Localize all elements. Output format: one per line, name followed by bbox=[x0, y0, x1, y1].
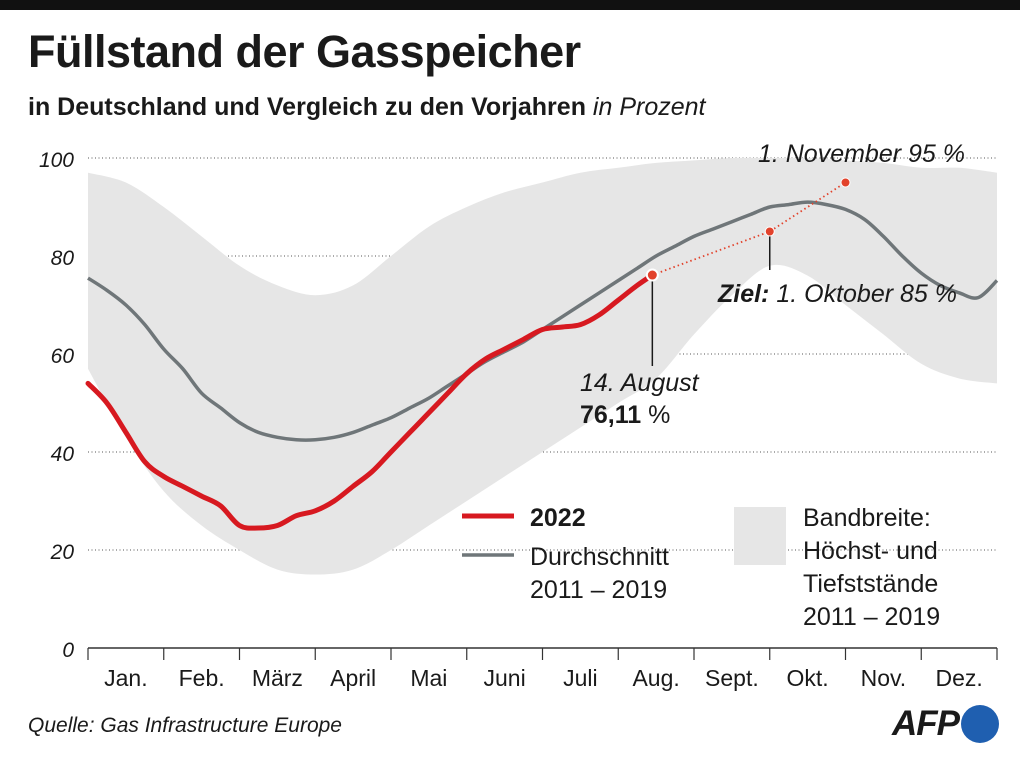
target-october-text: 1. Oktober 85 % bbox=[776, 280, 957, 308]
legend-band-line1: Bandbreite: bbox=[803, 504, 931, 532]
x-tick-label: Juni bbox=[484, 665, 526, 691]
line-2022 bbox=[85, 272, 655, 531]
y-tick-label: 40 bbox=[51, 443, 75, 466]
legend-band-line2: Höchst- und bbox=[803, 537, 938, 565]
legend-band-line3: Tiefststände bbox=[803, 570, 938, 598]
afp-logo-dot bbox=[961, 705, 999, 743]
current-date-label: 14. August bbox=[580, 369, 700, 397]
x-tick-label: Juli bbox=[563, 665, 598, 691]
target-point bbox=[645, 268, 659, 282]
x-tick-label: März bbox=[252, 665, 303, 691]
x-tick-label: Mai bbox=[410, 665, 447, 691]
target-line bbox=[651, 181, 846, 276]
legend-2022-label: 2022 bbox=[530, 504, 586, 532]
legend-average-line1: Durchschnitt bbox=[530, 543, 669, 571]
chart-subtitle: in Deutschland und Vergleich zu den Vorj… bbox=[28, 93, 705, 122]
current-value-label: 76,11 % bbox=[580, 401, 670, 429]
y-tick-label: 60 bbox=[51, 345, 75, 368]
subtitle-unit: in Prozent bbox=[592, 93, 706, 121]
y-tick-label: 20 bbox=[50, 541, 75, 564]
current-value: 76,11 bbox=[580, 401, 641, 429]
current-unit: % bbox=[648, 401, 670, 429]
chart-title: Füllstand der Gasspeicher bbox=[28, 26, 581, 77]
x-tick-label: Sept. bbox=[705, 665, 759, 691]
source-note: Quelle: Gas Infrastructure Europe bbox=[28, 714, 342, 737]
target-prefix: Ziel: bbox=[717, 280, 769, 308]
legend-average-line2: 2011 – 2019 bbox=[530, 576, 667, 604]
legend-band-swatch bbox=[734, 507, 786, 565]
afp-logo-text: AFP bbox=[892, 704, 960, 743]
x-tick-label: Dez. bbox=[935, 665, 982, 691]
annotation-points bbox=[645, 177, 851, 282]
x-tick-label: Nov. bbox=[861, 665, 907, 691]
y-tick-label: 100 bbox=[39, 149, 74, 172]
afp-logo: AFP bbox=[892, 703, 999, 745]
x-axis-ticks: Jan. Feb. März April Mai Juni Juli Aug. Sept. Okt… bbox=[87, 648, 998, 691]
legend-band-line4: 2011 – 2019 bbox=[803, 603, 940, 631]
target-november-label: 1. November 95 % bbox=[758, 140, 965, 168]
x-tick-label: Jan. bbox=[104, 665, 147, 691]
target-point bbox=[840, 177, 851, 188]
x-tick-label: Feb. bbox=[179, 665, 225, 691]
y-tick-label: 80 bbox=[51, 247, 75, 270]
y-axis-ticks: 0 20 40 60 80 100 bbox=[39, 149, 74, 662]
y-tick-label: 0 bbox=[62, 639, 74, 662]
legend: 2022 Durchschnitt 2011 – 2019 Bandbreite… bbox=[462, 504, 940, 631]
x-tick-label: Aug. bbox=[632, 665, 679, 691]
target-october-label: Ziel: 1. Oktober 85 % bbox=[717, 280, 957, 308]
gas-storage-chart: 0 20 40 60 80 100 Jan. Feb. März April Mai Juni Jul… bbox=[39, 140, 999, 691]
top-bar bbox=[0, 0, 1020, 10]
x-tick-label: April bbox=[330, 665, 376, 691]
x-tick-label: Okt. bbox=[787, 665, 829, 691]
target-point bbox=[764, 226, 775, 237]
annotation-leaders bbox=[651, 231, 771, 366]
subtitle-text: in Deutschland und Vergleich zu den Vorj… bbox=[28, 93, 586, 121]
